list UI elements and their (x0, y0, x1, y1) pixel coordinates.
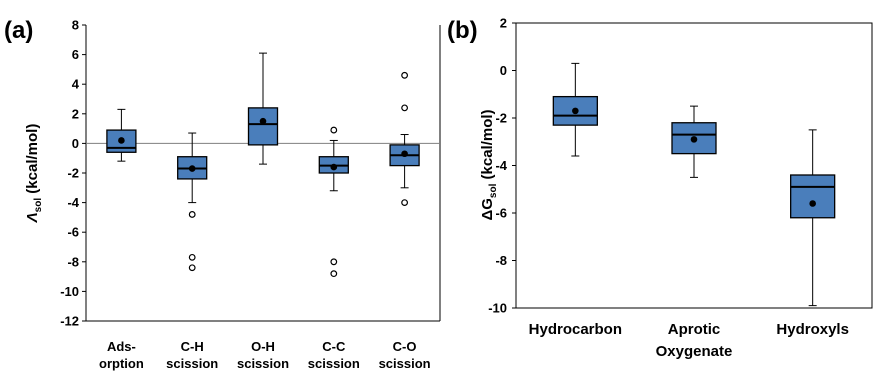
y-tick-label: -12 (60, 314, 79, 329)
category-label: Aprotic (668, 321, 721, 338)
y-tick-label: 4 (72, 77, 80, 92)
category-label: C-H (181, 339, 204, 354)
y-tick-label: -10 (488, 301, 507, 316)
outlier-point (188, 211, 196, 218)
category-label: scission (237, 356, 289, 371)
y-tick-label: 2 (500, 16, 507, 31)
outlier-point (401, 71, 409, 79)
category-label: Ads- (107, 339, 136, 354)
y-tick-label: -10 (60, 284, 79, 299)
mean-marker (330, 163, 338, 171)
panel-a: (a) 8 6 4 2 0 -2 -4 -6 -8 -10 -12 Λsol (kcal/mol) Ads… (4, 17, 441, 371)
y-tick-label: -6 (495, 206, 507, 221)
y-tick-label: -6 (67, 225, 79, 240)
outlier-point (330, 270, 338, 278)
y-tick-label: -4 (495, 158, 507, 173)
mean-marker (118, 137, 125, 144)
y-axis-label: Λsol (kcal/mol) (24, 124, 44, 224)
box-iqr (790, 174, 836, 219)
y-tick-label: 6 (72, 47, 79, 62)
category-label: Hydrocarbon (529, 321, 622, 338)
y-tick-label: -8 (67, 254, 79, 269)
box-iqr (247, 107, 279, 146)
mean-marker (690, 136, 698, 143)
category-label: C-O (393, 339, 417, 354)
mean-marker (188, 165, 196, 172)
y-tick-label: 8 (72, 18, 79, 33)
outlier-point (401, 199, 409, 207)
panel-label: (a) (4, 17, 33, 44)
y-tick-label: -2 (67, 166, 79, 181)
outlier-point (188, 253, 196, 261)
y-tick-label: 2 (72, 106, 79, 121)
category-label: scission (379, 356, 431, 371)
y-axis-label: ΔGsol (kcal/mol) (479, 109, 499, 220)
y-tick-label: 0 (72, 136, 79, 151)
y-tick-label: -8 (495, 253, 507, 268)
category-label: scission (308, 356, 360, 371)
mean-marker (401, 150, 408, 158)
category-label: orption (99, 356, 144, 371)
mean-marker (809, 200, 816, 207)
mean-marker (572, 107, 579, 115)
panel-label: (b) (447, 17, 478, 44)
y-tick-label: -4 (67, 195, 79, 210)
category-label: O-H (251, 339, 275, 354)
panel-b: (b) 2 0 -2 -4 -6 -8 -10 ΔGsol (kcal/mol) Hydrocar… (447, 16, 873, 360)
mean-marker (259, 117, 267, 125)
category-label: Hydroxyls (776, 321, 849, 338)
category-label: C-C (322, 339, 346, 354)
outlier-point (188, 264, 196, 272)
y-tick-label: -2 (495, 111, 507, 126)
outlier-point (330, 126, 338, 134)
category-label: scission (166, 356, 218, 371)
outlier-point (330, 258, 338, 266)
outlier-point (401, 104, 409, 112)
category-label: Oxygenate (656, 343, 733, 360)
y-tick-label: 0 (500, 63, 507, 78)
